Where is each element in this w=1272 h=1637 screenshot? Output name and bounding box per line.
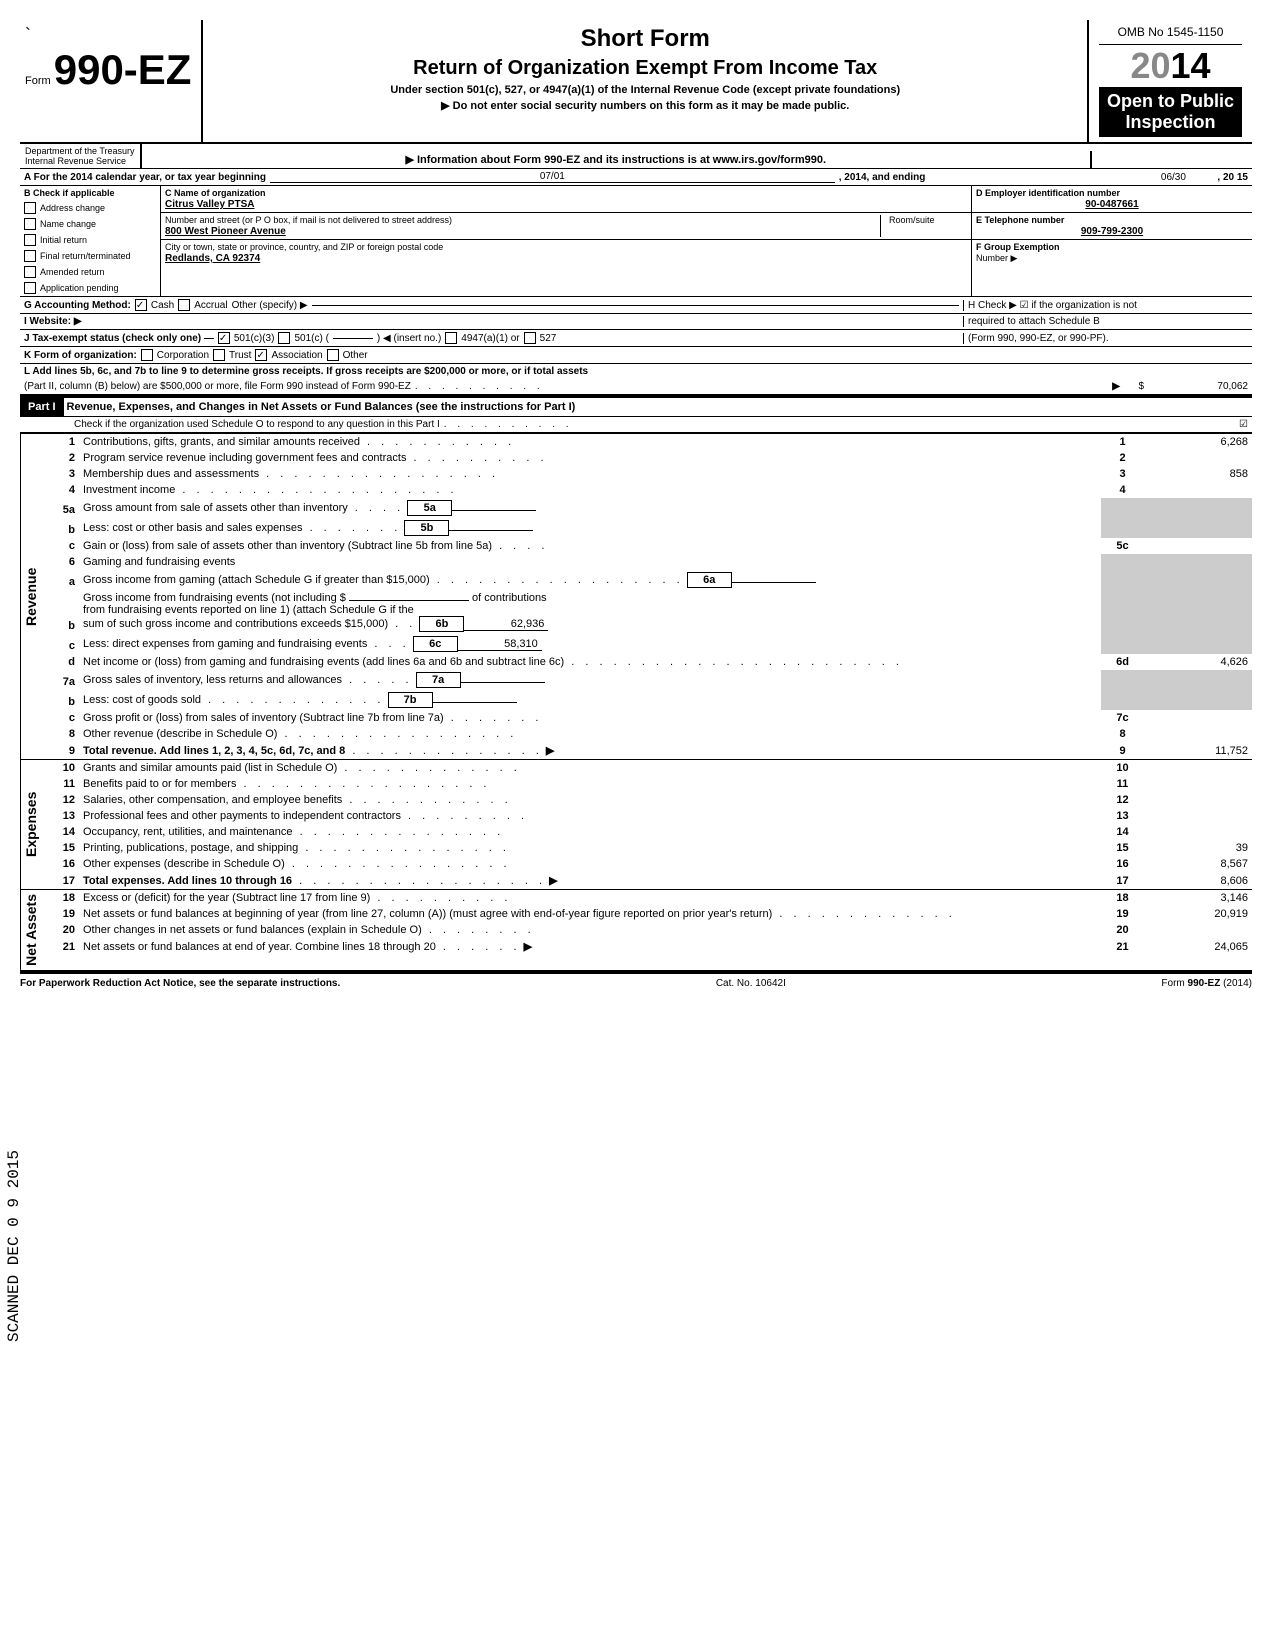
title-box: Short Form Return of Organization Exempt… (203, 20, 1089, 142)
org-name: Citrus Valley PTSA (165, 199, 254, 210)
form-prefix: Form (25, 75, 51, 87)
phone: 909-799-2300 (976, 226, 1248, 237)
year: 2014 (1099, 45, 1242, 87)
col-right: D Employer identification number 90-0487… (972, 186, 1252, 296)
row-g: G Accounting Method: Cash Accrual Other … (20, 297, 1252, 314)
check-4947[interactable] (445, 332, 457, 344)
omb: OMB No 1545-1150 (1099, 25, 1242, 45)
org-info-block: B Check if applicable Address change Nam… (20, 186, 1252, 297)
row-l1: L Add lines 5b, 6c, and 7b to line 9 to … (20, 364, 1252, 379)
form-number: 990-EZ (54, 46, 192, 93)
subtitle: Under section 501(c), 527, or 4947(a)(1)… (208, 84, 1082, 96)
expenses-section: Expenses 10Grants and similar amounts pa… (20, 759, 1252, 889)
revenue-table: 1Contributions, gifts, grants, and simil… (41, 434, 1252, 759)
row-l2: (Part II, column (B) below) are $500,000… (20, 379, 1252, 396)
dept-row: Department of the Treasury Internal Reve… (20, 144, 1252, 169)
check-527[interactable] (524, 332, 536, 344)
check-pending[interactable] (24, 282, 36, 294)
check-trust[interactable] (213, 349, 225, 361)
netassets-table: 18Excess or (deficit) for the year (Subt… (41, 890, 1252, 955)
check-assoc[interactable] (255, 349, 267, 361)
open-public: Open to Public Inspection (1099, 87, 1242, 137)
footer-mid: Cat. No. 10642I (716, 978, 786, 989)
check-amended[interactable] (24, 266, 36, 278)
check-address[interactable] (24, 202, 36, 214)
revenue-section: Revenue 1Contributions, gifts, grants, a… (20, 433, 1252, 759)
footer: For Paperwork Reduction Act Notice, see … (20, 972, 1252, 993)
received-stamp: SCANNED DEC 0 9 2015 (5, 1150, 23, 1342)
l-amount: 70,062 (1148, 381, 1248, 392)
footer-right: Form 990-EZ (2014) (1161, 978, 1252, 989)
short-form: Short Form (208, 25, 1082, 53)
expenses-table: 10Grants and similar amounts paid (list … (41, 760, 1252, 889)
row-k: K Form of organization: Corporation Trus… (20, 347, 1252, 364)
b-label: B Check if applicable (20, 186, 160, 200)
omb-box: OMB No 1545-1150 2014 Open to Public Ins… (1089, 20, 1252, 142)
form-number-box: ` Form 990-EZ (20, 20, 203, 142)
part1-label: Part I (20, 398, 64, 416)
footer-left: For Paperwork Reduction Act Notice, see … (20, 978, 340, 989)
col-b: B Check if applicable Address change Nam… (20, 186, 161, 296)
row-i: I Website: ▶ required to attach Schedule… (20, 314, 1252, 330)
check-accrual[interactable] (178, 299, 190, 311)
netassets-section: Net Assets 18Excess or (deficit) for the… (20, 889, 1252, 972)
return-title: Return of Organization Exempt From Incom… (208, 57, 1082, 80)
part1-checkbox[interactable]: ☑ (1239, 419, 1248, 430)
address: 800 West Pioneer Avenue (165, 226, 286, 237)
warn1: ▶ Do not enter social security numbers o… (208, 99, 1082, 112)
check-initial[interactable] (24, 234, 36, 246)
check-final[interactable] (24, 250, 36, 262)
check-other[interactable] (327, 349, 339, 361)
check-name[interactable] (24, 218, 36, 230)
col-c: C Name of organization Citrus Valley PTS… (161, 186, 972, 296)
part1-header: Part I Revenue, Expenses, and Changes in… (20, 396, 1252, 417)
dept: Department of the Treasury Internal Reve… (20, 144, 142, 168)
part1-title: Revenue, Expenses, and Changes in Net As… (64, 398, 1252, 416)
header: ` Form 990-EZ Short Form Return of Organ… (20, 20, 1252, 144)
expenses-sidebar: Expenses (20, 760, 41, 889)
revenue-sidebar: Revenue (20, 434, 41, 759)
check-501c3[interactable] (218, 332, 230, 344)
info-line: ▶ Information about Form 990-EZ and its … (142, 151, 1092, 168)
row-j: J Tax-exempt status (check only one) — 5… (20, 330, 1252, 347)
city: Redlands, CA 92374 (165, 253, 260, 264)
check-501c[interactable] (278, 332, 290, 344)
ein: 90-0487661 (976, 199, 1248, 210)
netassets-sidebar: Net Assets (20, 890, 41, 970)
check-corp[interactable] (141, 349, 153, 361)
check-cash[interactable] (135, 299, 147, 311)
section-a-row: A For the 2014 calendar year, or tax yea… (20, 169, 1252, 186)
part1-check: Check if the organization used Schedule … (20, 417, 1252, 433)
